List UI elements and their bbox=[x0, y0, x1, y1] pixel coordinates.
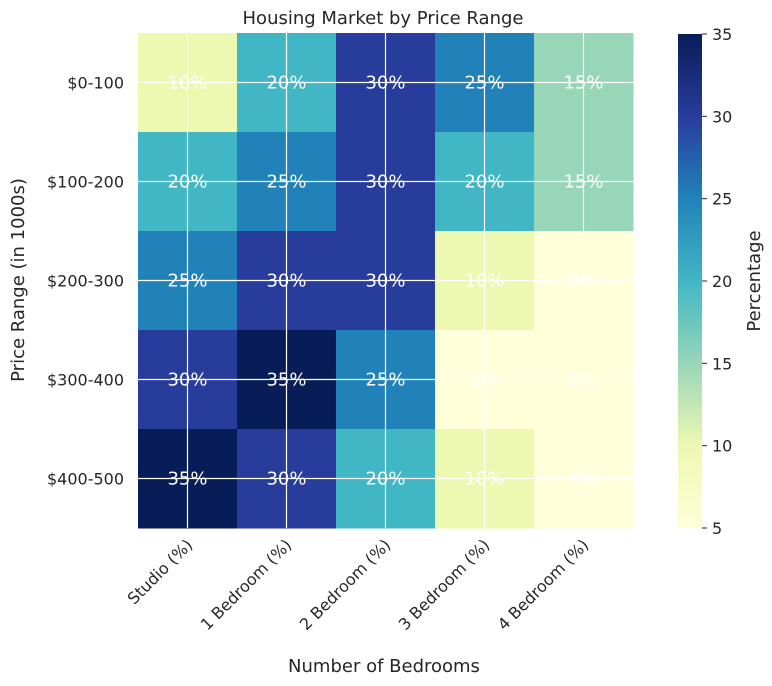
x-tick-label: 1 Bedroom (%) bbox=[197, 535, 296, 634]
cell-labels: 10% 20% 30% 25% 15% 20% 25% 30% 20% 15% 25% 30% 30% 1… bbox=[167, 73, 603, 490]
colorbar-tick-label: 35 bbox=[712, 25, 732, 44]
y-tick-label: $0-100 bbox=[67, 74, 124, 93]
cell-value-label: 30% bbox=[365, 271, 405, 292]
cell-value-label: 25% bbox=[365, 370, 405, 391]
y-tick-label: $400-500 bbox=[47, 470, 124, 489]
x-axis-title: Number of Bedrooms bbox=[288, 656, 480, 677]
x-tick-label: 2 Bedroom (%) bbox=[296, 535, 395, 634]
cell-value-label: 35% bbox=[266, 370, 306, 391]
colorbar-tick-label: 30 bbox=[712, 107, 732, 126]
cell-value-label: 5% bbox=[569, 271, 598, 292]
cell-value-label: 10% bbox=[167, 73, 207, 94]
cell-value-label: 5% bbox=[569, 469, 598, 490]
cell-value-label: 20% bbox=[365, 469, 405, 490]
colorbar-tick-label: 20 bbox=[712, 272, 732, 291]
colorbar-ticks: 5 10 15 20 25 30 35 bbox=[702, 25, 732, 538]
x-tick-label: 4 Bedroom (%) bbox=[494, 535, 593, 634]
colorbar-label: Percentage bbox=[744, 230, 765, 331]
cell-value-label: 5% bbox=[569, 370, 598, 391]
cell-value-label: 15% bbox=[563, 172, 603, 193]
cell-value-label: 20% bbox=[266, 73, 306, 94]
y-tick-label: $300-400 bbox=[47, 371, 124, 390]
cell-value-label: 30% bbox=[167, 370, 207, 391]
colorbar-gradient bbox=[678, 34, 702, 528]
cell-value-label: 10% bbox=[464, 271, 504, 292]
x-tick-label: 3 Bedroom (%) bbox=[395, 535, 494, 634]
cell-value-label: 10% bbox=[464, 469, 504, 490]
cell-value-label: 30% bbox=[266, 271, 306, 292]
chart-title: Housing Market by Price Range bbox=[243, 8, 524, 29]
cell-value-label: 30% bbox=[365, 172, 405, 193]
cell-value-label: 35% bbox=[167, 469, 207, 490]
colorbar-tick-label: 15 bbox=[712, 354, 732, 373]
y-tick-labels: $0-100 $100-200 $200-300 $300-400 $400-500 bbox=[47, 74, 124, 489]
colorbar-tick-label: 25 bbox=[712, 190, 732, 209]
cell-value-label: 25% bbox=[464, 73, 504, 94]
cell-value-label: 30% bbox=[266, 469, 306, 490]
colorbar: 5 10 15 20 25 30 35 Percentage bbox=[678, 25, 765, 538]
x-tick-label: Studio (%) bbox=[124, 535, 197, 608]
cell-value-label: 30% bbox=[365, 73, 405, 94]
cell-value-label: 25% bbox=[167, 271, 207, 292]
cell-value-label: 20% bbox=[464, 172, 504, 193]
cell-value-label: 20% bbox=[167, 172, 207, 193]
colorbar-tick-label: 10 bbox=[712, 437, 732, 456]
gridlines bbox=[138, 33, 633, 528]
cell-value-label: 25% bbox=[266, 172, 306, 193]
y-tick-label: $200-300 bbox=[47, 272, 124, 291]
y-tick-label: $100-200 bbox=[47, 173, 124, 192]
colorbar-tick-label: 5 bbox=[712, 519, 722, 538]
cell-value-label: 15% bbox=[563, 73, 603, 94]
y-axis-title: Price Range (in 1000s) bbox=[8, 178, 29, 382]
cell-value-label: 5% bbox=[470, 370, 499, 391]
x-tick-labels: Studio (%) 1 Bedroom (%) 2 Bedroom (%) 3 Be… bbox=[124, 535, 593, 634]
